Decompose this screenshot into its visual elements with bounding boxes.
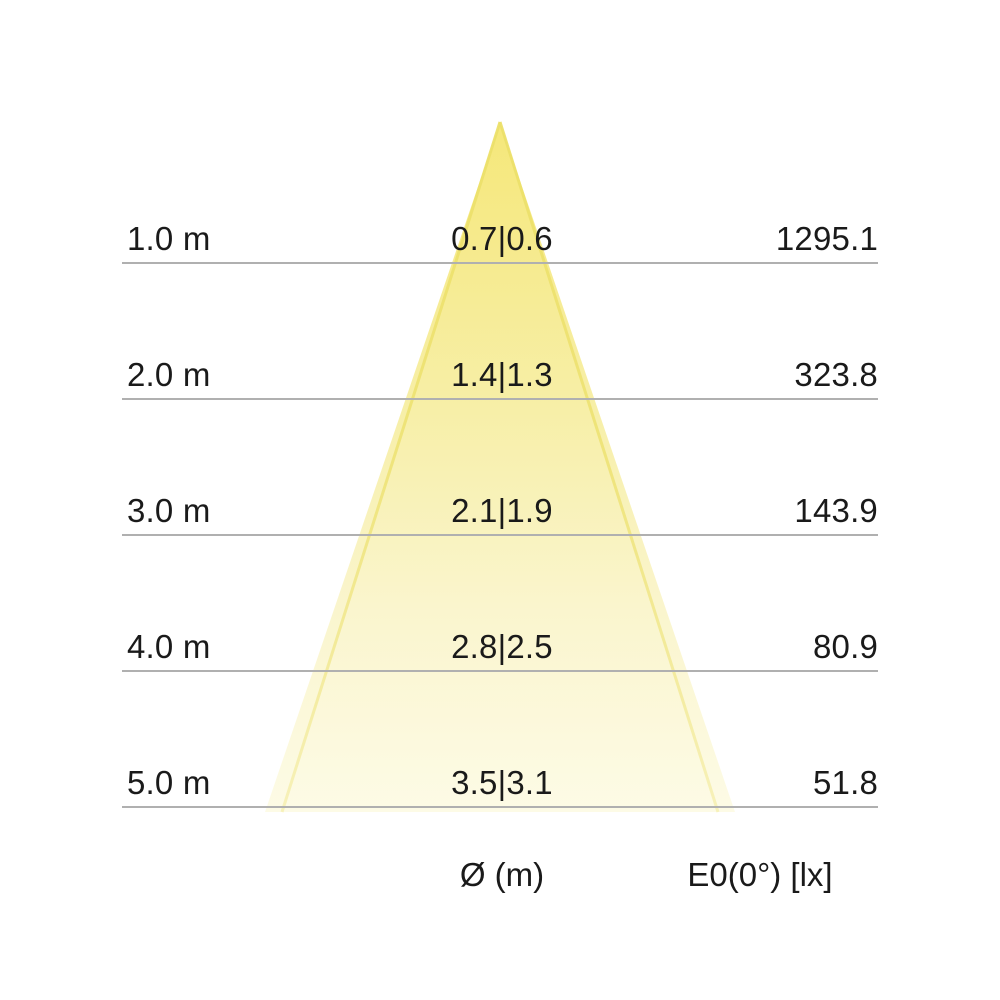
row-diameter-label: 3.5|3.1 xyxy=(451,764,553,801)
grid-line xyxy=(122,534,878,536)
row-distance-label: 1.0 m xyxy=(127,220,211,257)
row-distance-label: 3.0 m xyxy=(127,492,211,529)
grid-line xyxy=(122,398,878,400)
grid-line xyxy=(122,262,878,264)
row-diameter-label: 2.1|1.9 xyxy=(451,492,553,529)
row-diameter-label: 0.7|0.6 xyxy=(451,220,553,257)
row-distance-label: 2.0 m xyxy=(127,356,211,393)
row-illuminance-label: 80.9 xyxy=(812,628,878,665)
row-illuminance-label: 143.9 xyxy=(794,492,878,529)
grid-line xyxy=(122,806,878,808)
row-diameter-label: 2.8|2.5 xyxy=(451,628,553,665)
row-distance-label: 5.0 m xyxy=(127,764,211,801)
beam-outer-cone xyxy=(265,122,735,812)
row-illuminance-label: 1295.1 xyxy=(775,220,878,257)
row-diameter-label: 1.4|1.3 xyxy=(451,356,553,393)
row-illuminance-label: 51.8 xyxy=(812,764,878,801)
beam-inner-cone-edge-right xyxy=(498,121,720,813)
beam-inner-cone-edge-left xyxy=(280,121,502,813)
row-distance-label: 4.0 m xyxy=(127,628,211,665)
row-illuminance-label: 323.8 xyxy=(794,356,878,393)
illuminance-axis-caption: E0(0°) [lx] xyxy=(687,856,833,893)
diameter-axis-caption: Ø (m) xyxy=(459,856,545,893)
grid-line xyxy=(122,670,878,672)
